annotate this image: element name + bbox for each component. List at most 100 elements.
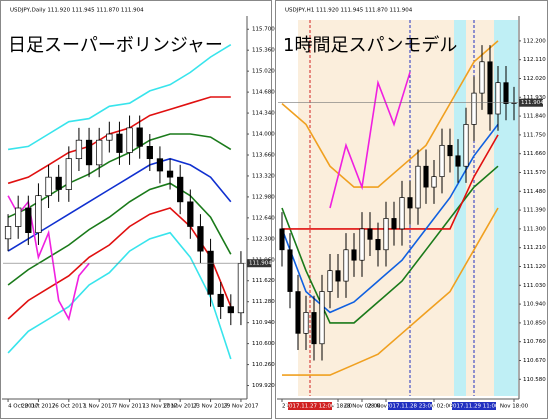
- candle-body: [15, 207, 22, 227]
- x-tick-label: 7 Nov 2017: [114, 404, 146, 410]
- y-tick-label: 111.390: [523, 208, 546, 214]
- y-tick-label: 111.480: [523, 189, 546, 195]
- y-tick-label: 110.940: [252, 320, 275, 326]
- candle-body: [116, 133, 123, 153]
- candle-body: [75, 139, 83, 160]
- chart-header: USDJPY,Daily 111.920 111.945 111.870 111…: [10, 8, 144, 14]
- indicator-line: [282, 207, 499, 376]
- candle-body: [423, 165, 429, 188]
- indicator-line: [7, 207, 232, 320]
- x-tick-label: 28 Nov 02:00: [343, 404, 381, 410]
- candle-body: [455, 155, 461, 167]
- indicator-line: [281, 123, 499, 314]
- indicator-line: [329, 71, 411, 209]
- y-tick-label: 111.840: [523, 114, 546, 120]
- y-tick-label: 112.110: [523, 57, 546, 63]
- candle-body: [25, 207, 32, 234]
- candle-body: [217, 293, 224, 307]
- candle-body: [187, 201, 194, 227]
- x-tick-label: Nov 18:00: [324, 404, 353, 410]
- y-tick-label: 111.030: [523, 283, 546, 289]
- x-tick-label: 17 Nov 2017: [163, 404, 199, 410]
- time-label-box: [288, 402, 332, 410]
- session-shade: [298, 20, 498, 396]
- candle-body: [359, 228, 365, 261]
- candle-body: [471, 92, 477, 125]
- last-price-box: [519, 98, 543, 107]
- y-tick-label: 111.120: [523, 264, 546, 270]
- x-tick-label: 23 Nov 2017: [193, 404, 229, 410]
- x-tick-label: 29 Nov 2017: [223, 404, 259, 410]
- y-tick-label: 110.260: [252, 362, 275, 368]
- y-tick-label: 110.850: [523, 320, 546, 326]
- x-tick-label: 13 Nov 2017: [142, 404, 178, 410]
- candle-body: [415, 165, 421, 209]
- y-tick-label: 110.580: [523, 377, 546, 383]
- candle-body: [407, 197, 413, 209]
- y-tick-label: 110.940: [523, 302, 546, 308]
- x-tick-label: 1 Nov 2017: [83, 404, 115, 410]
- candle-body: [303, 312, 309, 334]
- chart-title: 日足スーパーボリンジャー: [8, 35, 223, 56]
- candle-body: [439, 144, 445, 178]
- time-label-box: [452, 402, 496, 410]
- indicator-line: [7, 231, 232, 360]
- candle-body: [431, 176, 437, 188]
- indicator-line: [7, 182, 232, 286]
- x-tick-label: 20 Oct 2017: [21, 404, 56, 410]
- candle-body: [55, 176, 62, 190]
- candle-body: [166, 170, 174, 178]
- candle-body: [335, 270, 341, 282]
- indicator-line: [7, 195, 90, 322]
- candle-body: [35, 195, 42, 234]
- panel: [0, 0, 272, 419]
- time-label: 2017.11.29 11:00: [449, 404, 499, 410]
- time-label: 2017.11.27 12:00: [285, 404, 335, 410]
- y-tick-label: 112.980: [252, 194, 275, 200]
- y-tick-label: 112.200: [523, 38, 546, 44]
- time-label-box: [388, 402, 432, 410]
- candle-body: [4, 226, 12, 240]
- candle-body: [279, 228, 285, 251]
- candle-body: [227, 306, 234, 314]
- candle-body: [487, 61, 493, 115]
- y-tick-label: 112.300: [252, 236, 275, 242]
- y-tick-label: 115.020: [252, 69, 275, 75]
- candle-body: [156, 158, 164, 172]
- candle-body: [503, 82, 509, 104]
- chart-header: USDJPY,H1 111.920 111.945 111.870 111.90…: [285, 8, 413, 14]
- x-tick-label: 26 Oct 2017: [52, 404, 87, 410]
- x-tick-label: 4 Oct 2017: [8, 404, 39, 410]
- candle-body: [126, 127, 133, 153]
- indicator-line: [7, 44, 232, 151]
- y-tick-label: 115.700: [252, 27, 275, 33]
- y-tick-label: 112.020: [523, 76, 546, 82]
- candle-body: [479, 61, 485, 94]
- candle-body: [136, 127, 143, 147]
- y-tick-label: 113.320: [252, 173, 275, 179]
- candle-body: [351, 249, 357, 261]
- candle-body: [447, 144, 453, 157]
- candle-body: [106, 133, 113, 141]
- candle-body: [295, 291, 301, 334]
- y-tick-label: 111.750: [523, 132, 546, 138]
- candle-body: [311, 312, 317, 345]
- y-tick-label: 113.660: [252, 152, 275, 158]
- y-tick-label: 114.000: [252, 132, 275, 138]
- y-tick-label: 111.660: [523, 151, 546, 157]
- candle-body: [287, 249, 293, 292]
- indicator-line: [7, 157, 232, 252]
- last-price-label: 111.904: [521, 100, 544, 106]
- candle-body: [96, 139, 103, 166]
- x-tick-label: Nov 18:00: [500, 404, 529, 410]
- y-tick-label: 110.600: [252, 341, 275, 347]
- candle-body: [343, 249, 349, 282]
- candle-body: [399, 197, 405, 230]
- candle-body: [367, 228, 373, 240]
- indicator-line: [282, 134, 499, 230]
- y-tick-label: 110.670: [523, 358, 546, 364]
- time-label: 2017.11.28 23:00: [385, 404, 435, 410]
- candle-body: [375, 238, 381, 251]
- candle-body: [65, 158, 72, 190]
- y-tick-label: 115.360: [252, 48, 275, 54]
